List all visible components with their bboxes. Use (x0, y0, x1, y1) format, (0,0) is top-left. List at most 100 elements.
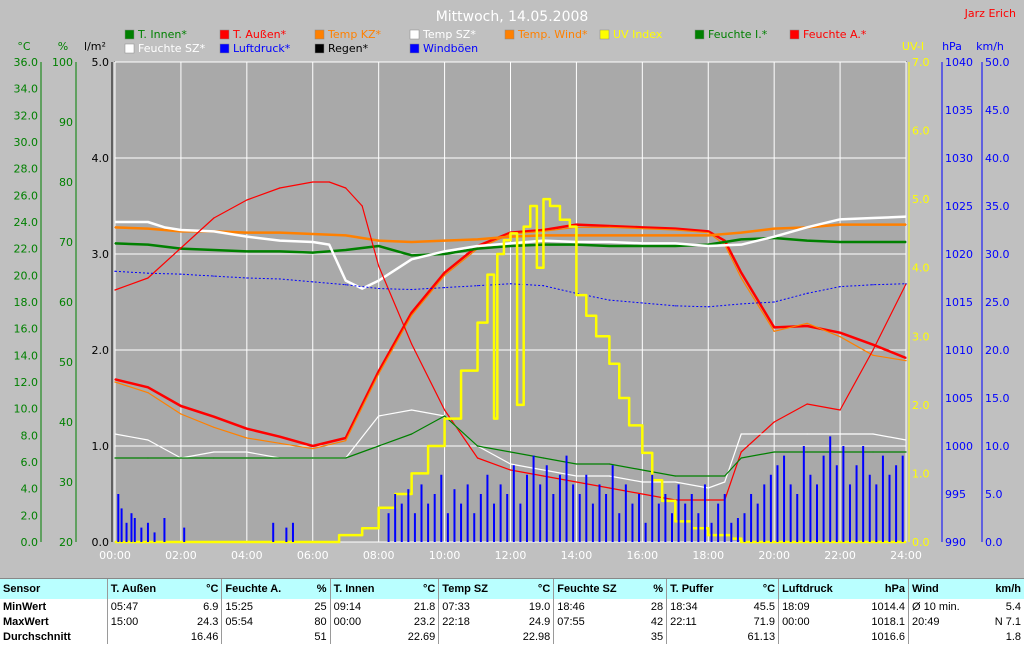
series-point (411, 258, 413, 260)
avg-value: 22.98 (522, 630, 551, 643)
y-tick-label-pressure: 1030 (945, 152, 973, 165)
series-point (345, 187, 347, 189)
y-tick-label-humidity: 100 (52, 56, 73, 69)
y-tick-label-uv: 2.0 (912, 399, 930, 412)
series-point (806, 292, 808, 294)
series-point (493, 417, 495, 420)
stats-row-min: MinWert 05:47 6.9 15:25 25 09:14 21.8 07:33… (0, 599, 1024, 614)
unit-label-pressure: hPa (942, 40, 962, 53)
series-point (460, 369, 462, 372)
y-tick-label-humidity: 80 (59, 176, 73, 189)
series-point (345, 457, 347, 459)
y-tick-label-pressure: 1040 (945, 56, 973, 69)
row-label-max: MaxWert (3, 615, 49, 628)
x-tick-label: 14:00 (561, 549, 593, 562)
series-point (246, 457, 248, 459)
legend-label: Temp KZ* (327, 28, 382, 41)
series-point (378, 415, 380, 417)
series-point (213, 217, 215, 219)
header-t-aussen: T. Außen (106, 579, 177, 599)
series-point (641, 228, 643, 230)
y-tick-label-wind: 20.0 (985, 344, 1010, 357)
y-tick-label-pressure: 990 (945, 536, 966, 549)
header-t-aussen-unit: °C (176, 579, 222, 599)
y-tick-label-pressure: 1025 (945, 200, 973, 213)
max-value: 1018.1 (871, 615, 905, 628)
series-point (740, 541, 742, 543)
header-wind: Wind (907, 579, 981, 599)
series-point (773, 326, 775, 328)
series-point (246, 199, 248, 201)
avg-time (106, 629, 177, 644)
max-time: 05:54 (221, 614, 306, 629)
series-point (839, 409, 841, 411)
series-point (806, 322, 808, 324)
series-point (641, 493, 643, 495)
y-tick-label-pressure: 1035 (945, 104, 973, 117)
y-tick-label-humidity: 20 (59, 536, 73, 549)
series-point (147, 277, 149, 279)
y-tick-label-uv: 7.0 (912, 56, 930, 69)
legend-swatch (504, 29, 515, 40)
max-value: 23.2 (413, 615, 436, 628)
x-tick-label: 12:00 (495, 549, 527, 562)
avg-value: 51 (314, 630, 327, 643)
series-point (486, 273, 489, 276)
series-point (411, 312, 413, 314)
series-point (443, 250, 446, 252)
series-point (476, 248, 479, 250)
series-point (509, 451, 512, 453)
y-tick-label-humidity: 50 (59, 356, 73, 369)
series-point (872, 433, 874, 435)
y-tick-label-rain: 5.0 (92, 56, 110, 69)
series-point (608, 225, 610, 227)
legend-swatch (219, 29, 230, 40)
series-point (180, 457, 182, 459)
max-value: 42 (650, 615, 664, 628)
min-value: 6.9 (203, 600, 219, 613)
series-point (536, 267, 538, 269)
legend-swatch (314, 43, 325, 54)
series-point (411, 343, 413, 345)
series-point (839, 332, 841, 334)
series-point (674, 481, 676, 483)
series-point (740, 272, 742, 274)
max-value: 24.3 (196, 615, 219, 628)
unit-label-rain: l/m² (84, 40, 106, 53)
series-point (246, 277, 248, 279)
series-point (114, 242, 116, 244)
avg-time (778, 629, 855, 644)
header-t-puffer-unit: °C (733, 579, 779, 599)
min-time: 05:47 (106, 599, 177, 614)
series-point (707, 306, 709, 308)
legend-label: Feuchte SZ* (138, 42, 206, 55)
series-point (411, 288, 413, 291)
legend-label: Windböen (423, 42, 478, 55)
y-tick-label-temp: 26.0 (14, 189, 39, 202)
series-point (213, 416, 215, 418)
y-tick-label-humidity: 90 (59, 116, 73, 129)
legend-swatch (409, 43, 420, 54)
legend-swatch (124, 29, 135, 40)
series-point (608, 475, 610, 477)
avg-value: 1.8 (1005, 630, 1021, 643)
series-point (608, 463, 610, 465)
series-point (905, 224, 907, 226)
series-point (707, 234, 709, 236)
series-point (661, 500, 663, 502)
series-point (707, 245, 709, 247)
series-point (279, 232, 281, 234)
series-point (411, 433, 413, 435)
y-tick-label-uv: 0.0 (912, 536, 930, 549)
series-point (674, 245, 676, 247)
series-point (338, 534, 340, 536)
series-line (114, 181, 907, 501)
series-point (806, 240, 808, 242)
series-point (641, 481, 643, 483)
series-point (872, 217, 874, 219)
series-point (312, 281, 314, 283)
max-value: 71.9 (753, 615, 776, 628)
series-point (740, 232, 742, 234)
series-point (872, 349, 874, 351)
series-point (213, 275, 215, 277)
